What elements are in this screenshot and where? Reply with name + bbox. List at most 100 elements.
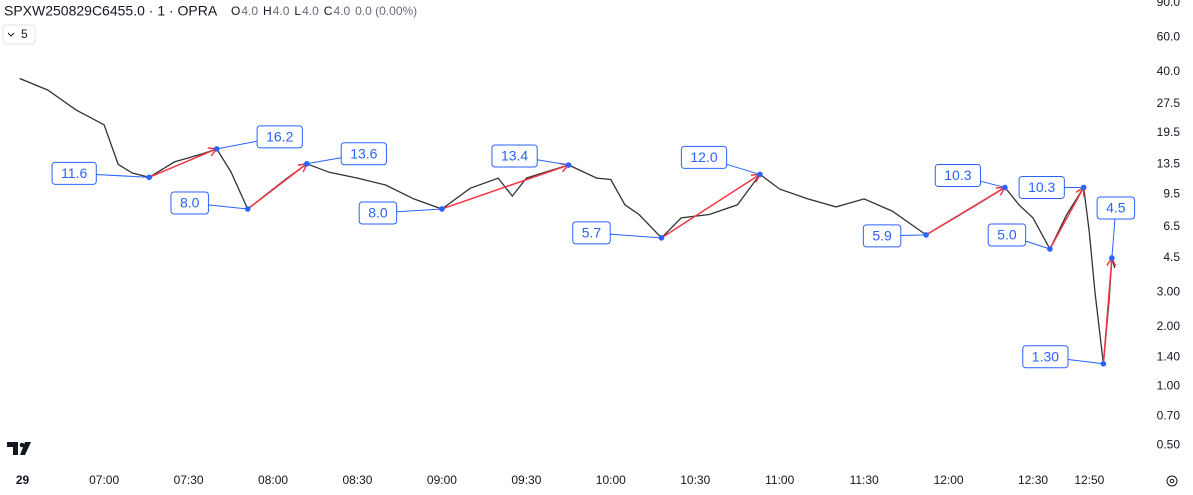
- callout: 10.3: [1018, 175, 1087, 199]
- callout-label: 8.0: [368, 205, 388, 221]
- callout: 10.3: [934, 163, 1008, 191]
- callout-box: [51, 161, 97, 185]
- annotation-point: [565, 162, 572, 168]
- callout-label: 10.3: [1028, 179, 1055, 195]
- annotation-point: [304, 160, 310, 167]
- x-tick-label: 10:00: [596, 473, 626, 487]
- callout-box: [934, 163, 982, 187]
- callout-box: [987, 223, 1027, 247]
- annotation-point: [1109, 255, 1115, 261]
- annotation-point: [757, 171, 763, 178]
- callout-box: [1096, 196, 1136, 220]
- ohlc-legend: O 4.0 H 4.0 L 4.0 C 4.0 0.0 (0.00%): [231, 4, 417, 18]
- callout-label: 13.4: [501, 148, 528, 164]
- x-tick-label: 07:30: [174, 473, 204, 487]
- ohlc-value: 4.0: [333, 4, 350, 18]
- ohlc-value: 4.0: [273, 4, 290, 18]
- callout-label: 13.6: [350, 145, 377, 161]
- callout: 5.7: [572, 221, 665, 245]
- trend-arrow: [1049, 187, 1085, 250]
- callout-box: [1022, 345, 1069, 369]
- y-tick-label: 1.40: [1157, 350, 1181, 364]
- chevron: [7, 32, 15, 37]
- y-tick-label: 3.00: [1157, 285, 1181, 299]
- callout: 1.30: [1022, 345, 1107, 369]
- ohlc-key: O: [231, 4, 240, 18]
- callout: 11.6: [51, 161, 152, 185]
- price-line: [19, 77, 1116, 364]
- callout-label: 11.6: [61, 165, 87, 181]
- x-tick-label: 09:30: [511, 473, 541, 487]
- change: 0.0 (0.00%): [355, 4, 417, 18]
- callout-label: 12.0: [690, 149, 717, 165]
- ohlc-key: C: [324, 4, 333, 18]
- logo-part: [7, 442, 18, 455]
- ohlc-key: H: [263, 4, 272, 18]
- x-tick-label: 08:30: [342, 473, 372, 487]
- callout-box: [1018, 175, 1065, 199]
- callout-label: 4.5: [1106, 200, 1126, 216]
- y-tick-label: 90.0: [1157, 0, 1181, 9]
- callout-box: [358, 201, 398, 225]
- annotation-point: [1047, 246, 1053, 252]
- callout-label: 5.7: [582, 225, 602, 241]
- annotation-point: [439, 206, 445, 212]
- annotation-point: [1080, 184, 1087, 191]
- x-tick-label: 10:30: [680, 473, 710, 487]
- gear: [1166, 475, 1178, 487]
- y-tick-label: 6.5: [1163, 219, 1180, 233]
- callout: 8.0: [358, 201, 445, 225]
- x-tick-label: 08:00: [258, 473, 288, 487]
- tv-logo: [7, 442, 31, 455]
- x-tick-label: 07:00: [89, 473, 119, 487]
- callout-box: [862, 224, 902, 248]
- callout-label: 5.0: [997, 227, 1017, 243]
- y-tick-label: 60.0: [1157, 30, 1181, 44]
- x-tick-label: 11:30: [850, 473, 879, 487]
- callout: 13.6: [304, 142, 387, 167]
- annotation-point: [213, 146, 220, 152]
- y-tick-label: 40.0: [1157, 64, 1181, 78]
- callout-label: 8.0: [180, 195, 200, 211]
- y-tick-label: 4.5: [1163, 250, 1180, 264]
- callout: 8.0: [170, 191, 251, 215]
- ohlc-key: L: [294, 4, 301, 18]
- y-tick-label: 2.00: [1157, 319, 1181, 333]
- y-tick-label: 27.5: [1157, 96, 1181, 110]
- callout-label: 1.30: [1032, 348, 1059, 364]
- trend-arrow: [925, 186, 1006, 236]
- annotation-point: [1002, 184, 1008, 191]
- interval-button[interactable]: 5: [2, 24, 36, 45]
- x-tick-label: 12:30: [1018, 473, 1048, 487]
- settings-icon[interactable]: [1166, 475, 1178, 487]
- y-tick-label: 0.50: [1157, 437, 1181, 451]
- callout: 13.4: [491, 144, 572, 168]
- logo-part: [20, 442, 31, 455]
- annotation-point: [146, 174, 152, 181]
- ohlc-value: 4.0: [241, 4, 258, 18]
- y-tick-label: 13.5: [1157, 157, 1181, 171]
- callout-box: [170, 191, 209, 215]
- callout: 5.9: [862, 224, 929, 248]
- trend-arrow: [148, 148, 218, 179]
- callout-box: [572, 221, 611, 245]
- gear-center: [1169, 478, 1175, 484]
- callout: 16.2: [213, 125, 303, 152]
- callout: 4.5: [1096, 196, 1136, 261]
- x-tick-label: 29: [16, 473, 30, 487]
- trend-arrow: [441, 164, 569, 210]
- trend-arrow: [1102, 257, 1113, 364]
- x-tick-label: 09:00: [427, 473, 457, 487]
- callout-label: 10.3: [944, 167, 971, 183]
- callout-box: [491, 144, 538, 168]
- x-tick-label: 12:50: [1074, 473, 1104, 487]
- annotation-point: [923, 232, 929, 238]
- trend-arrow: [247, 163, 308, 210]
- callout-box: [340, 142, 387, 166]
- trend-arrow: [661, 173, 761, 239]
- callout-box: [680, 145, 728, 169]
- y-tick-label: 0.70: [1157, 409, 1181, 423]
- annotation-point: [658, 235, 665, 241]
